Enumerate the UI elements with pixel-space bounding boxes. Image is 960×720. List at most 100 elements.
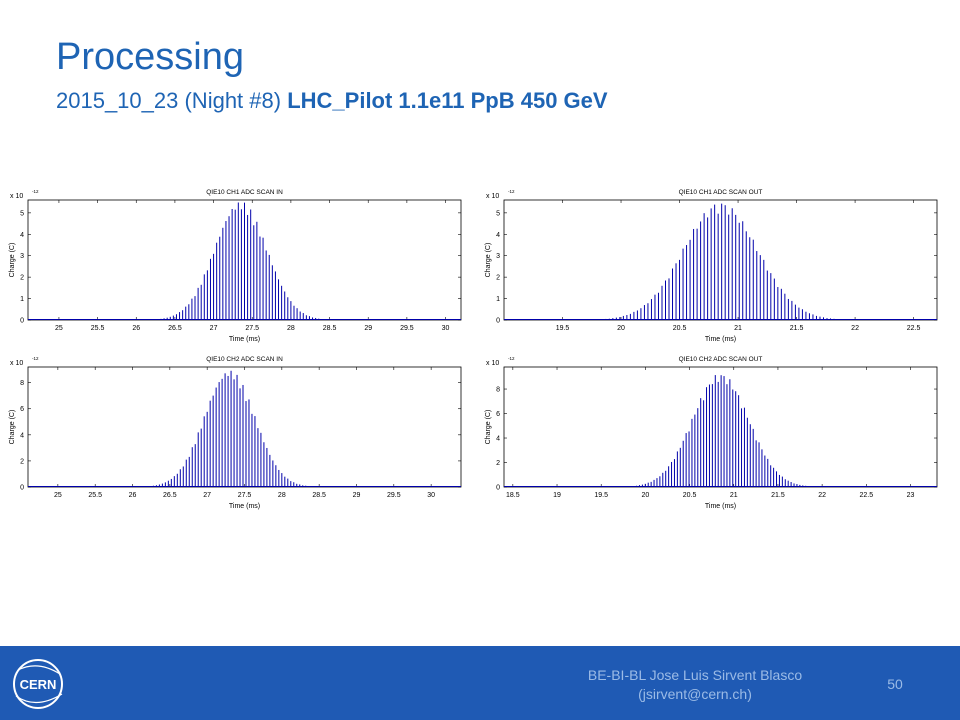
x-tick-label: 27 (210, 325, 218, 332)
y-tick-label: 2 (496, 460, 500, 467)
x-tick-label: 21.5 (771, 492, 785, 499)
x-tick-label: 25 (54, 492, 62, 499)
plot-ch1-scan-out-svg: QIE10 CH1 ADC SCAN OUT x 10 -12 0 1 2 3 4 5 19.5 2… (485, 189, 938, 343)
x-tick-label: 22.5 (907, 325, 921, 332)
x-tick-label: 25.5 (88, 492, 102, 499)
x-tick-label: 27.5 (238, 492, 252, 499)
plot-ch2-scan-out: QIE10 CH2 ADC SCAN OUT x 10 -12 0 2 4 6 8 18.5 19… (482, 352, 952, 522)
y-axis-label: Charge (C) (485, 410, 492, 445)
x-tick-label: 26 (129, 492, 137, 499)
y-tick-label: 2 (20, 275, 24, 282)
y-tick-label: 4 (496, 436, 500, 443)
x-tick-label: 19.5 (556, 325, 570, 332)
y-tick-label: 1 (496, 296, 500, 303)
x-axis-label: Time (ms) (229, 503, 260, 510)
y-tick-label: 0 (20, 318, 24, 325)
chart-title: QIE10 CH2 ADC SCAN OUT (679, 356, 763, 363)
y-tick-label: 1 (20, 296, 24, 303)
y-tick-label: 2 (20, 458, 24, 465)
y-tick-label: 3 (496, 253, 500, 260)
y-tick-label: 2 (496, 275, 500, 282)
footer-bar: CERN BE-BI-BL Jose Luis Sirvent Blasco (… (0, 646, 960, 720)
x-tick-label: 28 (278, 492, 286, 499)
y-tick-label: 8 (20, 380, 24, 387)
y-tick-label: 0 (20, 485, 24, 492)
plot-frame (27, 366, 462, 488)
x-tick-label: 20 (617, 325, 625, 332)
page-number: 50 (887, 676, 903, 692)
y-axis-label: Charge (C) (9, 243, 16, 278)
footer-author-name: BE-BI-BL Jose Luis Sirvent Blasco (587, 667, 803, 683)
x-tick-label: 25.5 (91, 325, 105, 332)
x-tick-label: 29.5 (387, 492, 401, 499)
plot-ch2-scan-in-svg: QIE10 CH2 ADC SCAN IN x 10 -12 0 2 4 6 8 25 25.5 2… (9, 356, 462, 510)
chart-title: QIE10 CH2 ADC SCAN IN (206, 356, 283, 363)
subtitle-night: (Night #8) (184, 88, 282, 113)
x-axis-label: Time (ms) (705, 336, 736, 343)
x-tick-label: 20 (641, 492, 649, 499)
x-tick-label: 27.5 (245, 325, 259, 332)
x-tick-label: 22 (818, 492, 826, 499)
footer-author-email: (jsirvent@cern.ch) (638, 686, 752, 702)
plot-frame (503, 366, 938, 488)
x-tick-label: 20.5 (673, 325, 687, 332)
y-exponent-label: x 10 (486, 193, 499, 200)
plot-frame (503, 199, 938, 321)
plot-ch1-scan-in-svg: QIE10 CH1 ADC SCAN IN x 10 -12 0 1 2 3 4 5 25 25.5… (9, 189, 462, 343)
y-exponent-power: -12 (508, 189, 515, 194)
y-tick-label: 0 (496, 485, 500, 492)
x-tick-label: 28.5 (323, 325, 337, 332)
cern-logo: CERN (13, 659, 63, 709)
y-exponent-power: -12 (508, 356, 515, 361)
slide-title: Processing (56, 36, 244, 78)
cern-logo-text: CERN (20, 677, 57, 692)
cern-logo-arc (17, 665, 61, 675)
y-exponent-label: x 10 (10, 360, 23, 367)
x-tick-label: 19.5 (594, 492, 608, 499)
x-tick-label: 26.5 (168, 325, 182, 332)
plot-ch2-scan-out-svg: QIE10 CH2 ADC SCAN OUT x 10 -12 0 2 4 6 8 18.5 19… (485, 356, 938, 510)
x-tick-label: 29.5 (400, 325, 414, 332)
x-tick-label: 29 (353, 492, 361, 499)
y-tick-label: 5 (496, 210, 500, 217)
x-tick-label: 21 (730, 492, 738, 499)
slide-subtitle: 2015_10_23 (Night #8) LHC_Pilot 1.1e11 P… (56, 88, 608, 114)
x-tick-label: 21 (734, 325, 742, 332)
y-tick-label: 4 (20, 432, 24, 439)
y-exponent-label: x 10 (10, 193, 23, 200)
x-axis-label: Time (ms) (229, 336, 260, 343)
x-tick-label: 19 (553, 492, 561, 499)
y-tick-label: 8 (496, 387, 500, 394)
plot-ch1-scan-in: QIE10 CH1 ADC SCAN IN x 10 -12 0 1 2 3 4 5 25 25.5… (6, 185, 476, 355)
y-axis-label: Charge (C) (485, 243, 492, 278)
y-tick-label: 5 (20, 210, 24, 217)
chart-title: QIE10 CH1 ADC SCAN IN (206, 189, 283, 196)
plot-ch1-scan-out: QIE10 CH1 ADC SCAN OUT x 10 -12 0 1 2 3 4 5 19.5 2… (482, 185, 952, 355)
x-tick-label: 22.5 (859, 492, 873, 499)
subtitle-date: 2015_10_23 (56, 88, 179, 113)
x-tick-label: 25 (55, 325, 63, 332)
x-tick-label: 22 (851, 325, 859, 332)
x-tick-label: 28 (287, 325, 295, 332)
x-tick-label: 21.5 (790, 325, 804, 332)
y-axis-label: Charge (C) (9, 410, 16, 445)
y-exponent-label: x 10 (486, 360, 499, 367)
y-tick-label: 0 (496, 318, 500, 325)
plot-ch2-scan-in: QIE10 CH2 ADC SCAN IN x 10 -12 0 2 4 6 8 25 25.5 2… (6, 352, 476, 522)
chart-title: QIE10 CH1 ADC SCAN OUT (679, 189, 763, 196)
y-tick-label: 6 (20, 406, 24, 413)
y-exponent-power: -12 (32, 189, 39, 194)
footer-author: BE-BI-BL Jose Luis Sirvent Blasco (jsirv… (560, 666, 830, 704)
y-tick-label: 3 (20, 253, 24, 260)
x-tick-label: 28.5 (312, 492, 326, 499)
y-tick-label: 6 (496, 411, 500, 418)
x-tick-label: 29 (364, 325, 372, 332)
y-exponent-power: -12 (32, 356, 39, 361)
y-tick-label: 4 (496, 232, 500, 239)
x-tick-label: 23 (907, 492, 915, 499)
subtitle-beam: LHC_Pilot 1.1e11 PpB 450 GeV (287, 88, 608, 113)
x-tick-label: 27 (203, 492, 211, 499)
x-tick-label: 18.5 (506, 492, 520, 499)
x-axis-label: Time (ms) (705, 503, 736, 510)
x-tick-label: 26 (132, 325, 140, 332)
